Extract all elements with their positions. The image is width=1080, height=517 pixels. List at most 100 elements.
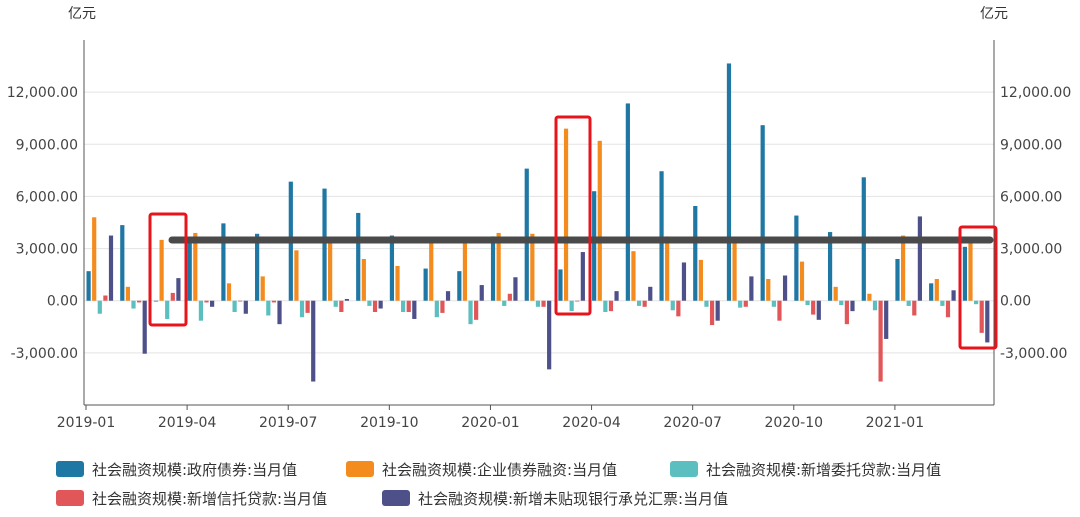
bar-series-2-2019-01[interactable]: [92, 217, 97, 301]
bar-series-1-2019-11[interactable]: [423, 268, 428, 301]
bar-series-4-2020-09[interactable]: [777, 300, 782, 321]
bar-series-5-2020-07[interactable]: [715, 300, 720, 321]
bar-series-5-2020-06[interactable]: [681, 262, 687, 301]
bar-series-1-2020-11[interactable]: [827, 232, 833, 301]
bar-series-2-2019-07[interactable]: [294, 250, 299, 301]
bar-series-4-2020-10[interactable]: [811, 300, 816, 315]
bar-series-5-2020-04[interactable]: [614, 291, 619, 301]
legend-swatch[interactable]: [670, 461, 698, 477]
bar-series-3-2020-11[interactable]: [839, 300, 844, 306]
bar-series-3-2019-06[interactable]: [266, 300, 271, 316]
bar-series-2-2020-04[interactable]: [597, 140, 602, 301]
bar-series-2-2021-03[interactable]: [968, 239, 973, 301]
bar-series-5-2019-10[interactable]: [412, 300, 417, 319]
bar-series-5-2020-12[interactable]: [884, 300, 889, 339]
bar-series-1-2019-09[interactable]: [356, 212, 361, 301]
legend-label[interactable]: 社会融资规模:新增委托贷款:当月值: [706, 461, 941, 479]
bar-series-3-2020-05[interactable]: [636, 300, 642, 306]
bar-series-2-2020-02[interactable]: [530, 233, 535, 301]
bar-series-5-2020-11[interactable]: [850, 300, 855, 312]
bar-series-1-2019-01[interactable]: [86, 271, 91, 301]
bar-series-2-2021-01[interactable]: [900, 235, 906, 301]
bar-series-5-2019-09[interactable]: [378, 300, 383, 309]
bar-series-4-2019-02[interactable]: [137, 300, 142, 303]
bar-series-4-2020-08[interactable]: [743, 300, 748, 307]
bar-series-5-2020-03[interactable]: [580, 252, 585, 301]
legend-label[interactable]: 社会融资规模:新增信托贷款:当月值: [92, 490, 327, 508]
bar-series-4-2020-04[interactable]: [608, 300, 614, 312]
bar-series-5-2021-02[interactable]: [951, 290, 956, 301]
legend-label[interactable]: 社会融资规模:企业债券融资:当月值: [382, 461, 617, 479]
bar-series-2-2019-03[interactable]: [159, 239, 164, 301]
bar-series-2-2020-01[interactable]: [496, 232, 501, 301]
bar-series-3-2019-08[interactable]: [333, 300, 338, 307]
bar-series-2-2020-03[interactable]: [563, 128, 569, 301]
bar-series-1-2021-02[interactable]: [929, 283, 934, 301]
bar-series-3-2019-09[interactable]: [367, 300, 372, 306]
bar-series-4-2019-07[interactable]: [305, 300, 310, 313]
bar-series-4-2019-11[interactable]: [440, 300, 445, 313]
bar-series-1-2020-05[interactable]: [625, 103, 630, 301]
bar-series-4-2020-05[interactable]: [642, 300, 647, 307]
bar-series-3-2020-06[interactable]: [670, 300, 675, 311]
bar-series-4-2019-09[interactable]: [372, 300, 378, 313]
bar-series-5-2019-06[interactable]: [277, 300, 282, 325]
bar-series-4-2021-02[interactable]: [945, 300, 951, 318]
bar-series-3-2019-11[interactable]: [434, 300, 439, 318]
bar-series-4-2020-03[interactable]: [575, 300, 580, 302]
bar-series-4-2019-10[interactable]: [406, 300, 411, 313]
bar-series-2-2019-10[interactable]: [395, 265, 400, 301]
bar-series-2-2021-02[interactable]: [934, 278, 939, 301]
bar-series-2-2020-12[interactable]: [867, 293, 872, 301]
bar-series-1-2019-02[interactable]: [120, 225, 125, 301]
bar-series-1-2021-01[interactable]: [895, 259, 900, 301]
bar-series-3-2021-01[interactable]: [906, 300, 911, 306]
bar-series-1-2020-07[interactable]: [693, 205, 698, 301]
bar-series-3-2019-07[interactable]: [299, 300, 305, 318]
bar-series-1-2020-02[interactable]: [524, 168, 529, 301]
bar-series-5-2019-05[interactable]: [243, 300, 248, 314]
legend-swatch[interactable]: [56, 490, 84, 506]
legend-swatch[interactable]: [56, 461, 84, 477]
bar-series-2-2020-11[interactable]: [833, 286, 838, 301]
bar-series-1-2019-05[interactable]: [221, 223, 226, 301]
bar-series-4-2020-12[interactable]: [878, 300, 883, 382]
bar-series-2-2019-04[interactable]: [193, 232, 198, 301]
bar-series-3-2020-08[interactable]: [738, 300, 743, 308]
bar-series-1-2021-03[interactable]: [962, 246, 967, 301]
bar-series-2-2019-12[interactable]: [462, 238, 468, 301]
bar-series-5-2020-08[interactable]: [749, 276, 754, 301]
bar-series-4-2019-03[interactable]: [170, 292, 175, 301]
bar-series-3-2020-03[interactable]: [569, 300, 574, 312]
bar-series-1-2019-06[interactable]: [255, 233, 260, 301]
bar-series-4-2019-12[interactable]: [474, 300, 479, 320]
bar-series-1-2019-04[interactable]: [187, 241, 192, 301]
bar-series-4-2020-02[interactable]: [541, 300, 546, 307]
bar-series-4-2019-05[interactable]: [238, 300, 243, 302]
bar-series-5-2019-03[interactable]: [176, 278, 181, 301]
bar-series-3-2020-02[interactable]: [535, 300, 541, 307]
bar-series-3-2019-05[interactable]: [232, 300, 237, 313]
bar-series-5-2020-05[interactable]: [648, 286, 653, 301]
bar-series-5-2020-01[interactable]: [513, 277, 518, 301]
bar-series-5-2021-01[interactable]: [917, 216, 922, 301]
legend-swatch[interactable]: [346, 461, 374, 477]
bar-series-5-2019-02[interactable]: [142, 300, 147, 354]
bar-series-2-2019-06[interactable]: [260, 276, 265, 301]
bar-series-5-2019-08[interactable]: [344, 298, 350, 301]
bar-series-2-2020-06[interactable]: [665, 236, 670, 301]
legend-label[interactable]: 社会融资规模:政府债券:当月值: [92, 461, 297, 479]
bar-series-5-2019-07[interactable]: [311, 300, 316, 382]
bar-series-1-2020-06[interactable]: [659, 171, 664, 301]
bar-series-4-2020-06[interactable]: [676, 300, 681, 317]
bar-series-4-2020-07[interactable]: [709, 300, 715, 326]
bar-series-2-2020-08[interactable]: [732, 241, 737, 301]
bar-series-5-2020-09[interactable]: [782, 275, 788, 301]
bar-series-4-2021-03[interactable]: [979, 300, 984, 333]
bar-series-3-2021-03[interactable]: [974, 300, 979, 305]
bar-series-5-2019-01[interactable]: [108, 235, 114, 301]
bar-series-1-2019-03[interactable]: [153, 300, 159, 302]
bar-series-1-2019-12[interactable]: [457, 271, 462, 301]
bar-series-4-2020-11[interactable]: [844, 300, 849, 325]
bar-series-2-2019-09[interactable]: [361, 259, 366, 301]
